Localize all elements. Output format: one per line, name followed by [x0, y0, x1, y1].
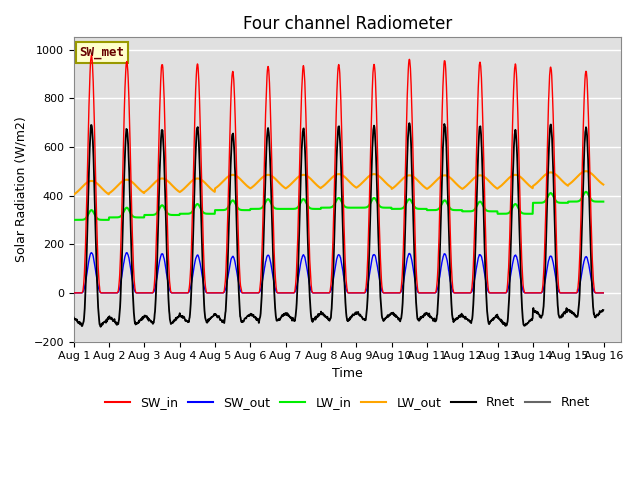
LW_out [294, 174, 302, 180]
SW_out [70, 290, 77, 296]
SW_in [372, 77, 380, 83]
Rnet [295, 242, 303, 248]
SW_in [133, 290, 141, 296]
Rnet [111, 320, 119, 325]
LW_in [70, 217, 77, 223]
Rnet [133, 320, 141, 326]
LW_out [315, 184, 323, 190]
SW_out [133, 290, 141, 296]
Line: LW_out: LW_out [74, 171, 604, 194]
LW_in [371, 196, 379, 202]
LW_in [600, 199, 607, 204]
LW_out [70, 192, 77, 197]
SW_in [306, 257, 314, 263]
SW_out [111, 290, 119, 296]
Y-axis label: Solar Radiation (W/m2): Solar Radiation (W/m2) [15, 117, 28, 262]
LW_out [582, 168, 590, 174]
Line: SW_in: SW_in [74, 55, 604, 293]
LW_out [600, 181, 607, 187]
SW_in [88, 52, 95, 58]
SW_in [316, 290, 323, 296]
LW_in [315, 206, 323, 212]
SW_in [600, 290, 607, 296]
SW_out [88, 250, 95, 255]
LW_in [132, 215, 140, 220]
SW_out [316, 290, 323, 296]
SW_out [600, 290, 607, 296]
LW_in [111, 215, 118, 220]
Line: Rnet: Rnet [74, 123, 604, 327]
Rnet [372, 138, 380, 144]
LW_out [305, 175, 313, 180]
Line: LW_in: LW_in [74, 192, 604, 220]
Rnet [600, 307, 607, 313]
Rnet [97, 324, 104, 330]
LW_out [371, 171, 379, 177]
LW_out [111, 186, 118, 192]
SW_out [306, 283, 314, 288]
X-axis label: Time: Time [332, 367, 363, 380]
SW_in [295, 196, 303, 202]
Rnet [406, 120, 413, 126]
SW_in [70, 290, 77, 296]
LW_in [305, 205, 313, 211]
Text: SW_met: SW_met [79, 46, 124, 59]
LW_out [132, 183, 140, 189]
SW_out [372, 253, 380, 259]
Legend: SW_in, SW_out, LW_in, LW_out, Rnet, Rnet: SW_in, SW_out, LW_in, LW_out, Rnet, Rnet [100, 391, 595, 414]
Line: SW_out: SW_out [74, 252, 604, 293]
LW_in [294, 204, 302, 209]
Rnet [306, 294, 314, 300]
LW_in [582, 189, 590, 195]
SW_out [295, 272, 303, 277]
Rnet [70, 315, 77, 321]
Rnet [316, 312, 323, 318]
SW_in [111, 290, 119, 296]
Title: Four channel Radiometer: Four channel Radiometer [243, 15, 452, 33]
